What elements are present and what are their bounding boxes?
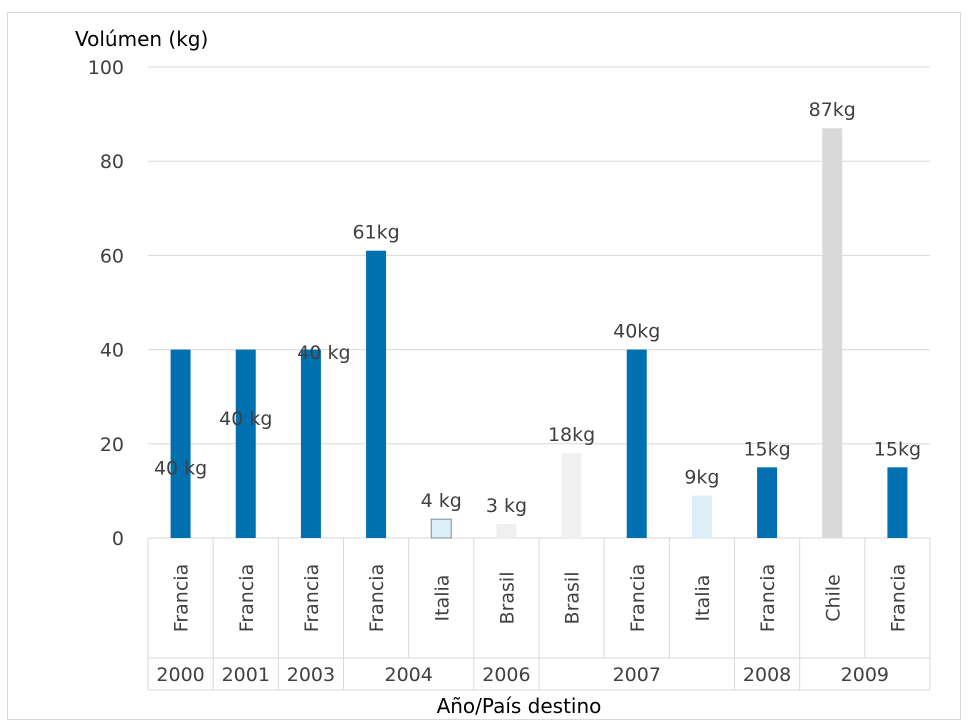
category-label: Brasil [562, 572, 584, 625]
bar [300, 349, 321, 538]
category-label: Francia [301, 564, 323, 632]
category-label: Francia [236, 564, 258, 632]
year-label: 2003 [287, 664, 335, 686]
category-label: Brasil [496, 572, 518, 625]
category-label: Chile [822, 574, 844, 622]
year-label: 2001 [222, 664, 270, 686]
data-label: 87kg [809, 99, 856, 121]
y-tick-label: 20 [100, 434, 124, 456]
chart-area [7, 12, 961, 720]
y-tick-label: 60 [100, 245, 124, 267]
data-label: 15kg [874, 438, 921, 460]
bar [366, 250, 387, 538]
data-label: 40 kg [219, 408, 272, 430]
bar [887, 467, 908, 538]
y-tick-label: 100 [88, 57, 124, 79]
year-label: 2004 [384, 664, 432, 686]
data-label: 40 kg [297, 342, 350, 364]
data-label: 61kg [352, 222, 399, 244]
y-tick-label: 40 [100, 340, 124, 362]
data-label: 40kg [613, 321, 660, 343]
bar [561, 453, 582, 538]
category-label: Francia [887, 564, 909, 632]
data-label: 9kg [684, 467, 719, 489]
year-label: 2006 [482, 664, 530, 686]
data-label: 18kg [548, 424, 595, 446]
year-label: 2007 [613, 664, 661, 686]
category-label: Italia [692, 575, 714, 622]
data-label: 4 kg [421, 490, 462, 512]
bar [170, 349, 191, 538]
x-axis-title: Año/País destino [437, 694, 602, 718]
year-label: 2000 [156, 664, 204, 686]
category-label: Francia [366, 564, 388, 632]
data-label: 40 kg [154, 457, 207, 479]
category-label: Francia [171, 564, 193, 632]
category-label: Italia [431, 575, 453, 622]
y-axis-title: Volúmen (kg) [75, 27, 208, 51]
year-label: 2008 [743, 664, 791, 686]
bar [822, 128, 843, 539]
category-label: Francia [757, 564, 779, 632]
year-label: 2009 [841, 664, 889, 686]
bar [430, 518, 452, 539]
data-label: 15kg [743, 438, 790, 460]
bar [496, 523, 517, 538]
y-tick-label: 0 [112, 528, 124, 550]
category-label: Francia [627, 564, 649, 632]
data-label: 3 kg [486, 495, 527, 517]
bar [691, 495, 712, 538]
bar [757, 467, 778, 538]
bar [626, 349, 647, 538]
y-tick-label: 80 [100, 151, 124, 173]
bar [235, 349, 256, 538]
